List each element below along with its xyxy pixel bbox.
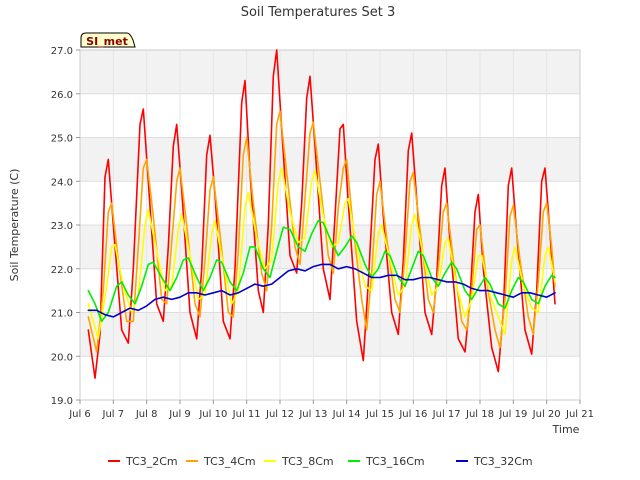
x-tick-label: Jul 8 — [135, 409, 158, 420]
legend: TC3_2Cm TC3_4Cm TC3_8Cm TC3_16Cm TC3_32Cm — [108, 455, 533, 468]
x-axis-ticks: Jul 6 Jul 7 Jul 8 Jul 9 Jul 10 Jul 11 Jul 12 Ju… — [68, 400, 594, 420]
series-lines — [87, 49, 556, 379]
series-line-tc3_8cm — [87, 167, 556, 340]
plot-band — [80, 356, 580, 400]
x-tick-label: Jul 7 — [102, 409, 125, 420]
x-tick-label: Jul 13 — [298, 409, 327, 420]
y-tick-label: 21.0 — [51, 309, 73, 320]
x-tick-label: Jul 12 — [265, 409, 294, 420]
legend-item-tc3_2cm: TC3_2Cm — [108, 455, 178, 468]
y-tick-label: 26.0 — [51, 90, 73, 101]
y-tick-label: 25.0 — [51, 134, 73, 145]
plot-band — [80, 181, 580, 225]
x-tick-label: Jul 11 — [232, 409, 261, 420]
x-tick-label: Jul 10 — [198, 409, 227, 420]
legend-label: TC3_16Cm — [365, 455, 425, 468]
legend-label: TC3_8Cm — [281, 455, 334, 468]
y-tick-label: 22.0 — [51, 265, 73, 276]
series-line-tc3_4cm — [87, 110, 556, 353]
y-tick-label: 27.0 — [51, 46, 73, 57]
legend-label: TC3_2Cm — [125, 455, 178, 468]
x-tick-label: Jul 15 — [365, 409, 394, 420]
y-tick-label: 24.0 — [51, 177, 73, 188]
legend-item-tc3_4cm: TC3_4Cm — [186, 455, 256, 468]
series-line-tc3_32cm — [87, 263, 556, 318]
y-axis-ticks: 19.0 20.0 21.0 22.0 23.0 24.0 25.0 26.0 27.0 — [51, 46, 80, 407]
site-badge: SI_met — [80, 32, 136, 48]
x-tick-label: Jul 19 — [498, 409, 527, 420]
legend-item-tc3_16cm: TC3_16Cm — [348, 455, 425, 468]
x-tick-label: Jul 6 — [68, 409, 91, 420]
plot-band — [80, 50, 580, 94]
x-tick-label: Jul 16 — [398, 409, 427, 420]
legend-item-tc3_8cm: TC3_8Cm — [264, 455, 334, 468]
site-badge-label: SI_met — [86, 35, 128, 48]
series-line-tc3_16cm — [87, 219, 556, 323]
x-tick-label: Jul 14 — [332, 409, 361, 420]
y-tick-label: 23.0 — [51, 221, 73, 232]
plot-band — [80, 137, 580, 182]
series-line-tc3_2cm — [87, 49, 556, 379]
legend-item-tc3_32cm: TC3_32Cm — [456, 455, 533, 468]
y-tick-label: 20.0 — [51, 352, 73, 363]
x-tick-label: Jul 17 — [432, 409, 461, 420]
legend-label: TC3_4Cm — [203, 455, 256, 468]
plot-band — [80, 93, 580, 138]
y-tick-label: 19.0 — [51, 396, 73, 407]
legend-label: TC3_32Cm — [473, 455, 533, 468]
y-axis-label: Soil Temperature (C) — [8, 169, 21, 282]
x-axis-label: Time — [552, 423, 580, 436]
chart-title: Soil Temperatures Set 3 — [241, 5, 396, 20]
plot-background — [80, 50, 580, 400]
x-tick-label: Jul 21 — [565, 409, 594, 420]
x-tick-label: Jul 9 — [168, 409, 191, 420]
x-tick-label: Jul 18 — [465, 409, 494, 420]
x-tick-label: Jul 20 — [532, 409, 561, 420]
